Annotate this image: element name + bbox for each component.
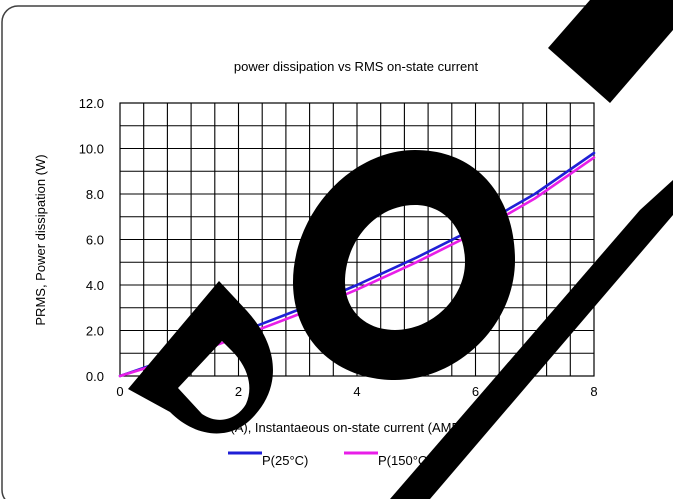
x-tick-label: 6 — [472, 384, 479, 399]
x-axis-label: IT(A), Instantaeous on-state current (AM… — [219, 420, 473, 435]
y-tick-label: 2.0 — [86, 324, 104, 339]
plot-area-border — [119, 102, 595, 377]
legend: P(25°C) P(150°C) — [228, 451, 432, 468]
y-tick-label: 12.0 — [79, 96, 104, 111]
x-tick-label: 8 — [590, 384, 597, 399]
x-tick-label: 0 — [116, 384, 123, 399]
y-tick-label: 0.0 — [86, 369, 104, 384]
legend-label-p25: P(25°C) — [262, 453, 308, 468]
y-tick-label: 6.0 — [86, 233, 104, 248]
watermark-letter-d — [128, 281, 273, 434]
y-tick-label: 4.0 — [86, 278, 104, 293]
x-axis-ticks: 0 2 4 6 8 — [116, 384, 597, 399]
y-axis-ticks: 0.0 2.0 4.0 6.0 8.0 10.0 12.0 — [79, 96, 104, 384]
x-tick-label: 4 — [353, 384, 360, 399]
y-axis-label: PRMS, Power dissipation (W) — [33, 154, 48, 325]
chart-title: power dissipation vs RMS on-state curren… — [234, 59, 479, 74]
y-tick-label: 10.0 — [79, 142, 104, 157]
x-tick-label: 2 — [235, 384, 242, 399]
demo-watermark — [128, 0, 673, 499]
watermark-stroke-top — [548, 0, 673, 103]
y-tick-label: 8.0 — [86, 187, 104, 202]
watermark-letter-m — [390, 180, 673, 499]
watermark-letter-o — [292, 150, 515, 380]
legend-label-p150: P(150°C) — [378, 453, 432, 468]
